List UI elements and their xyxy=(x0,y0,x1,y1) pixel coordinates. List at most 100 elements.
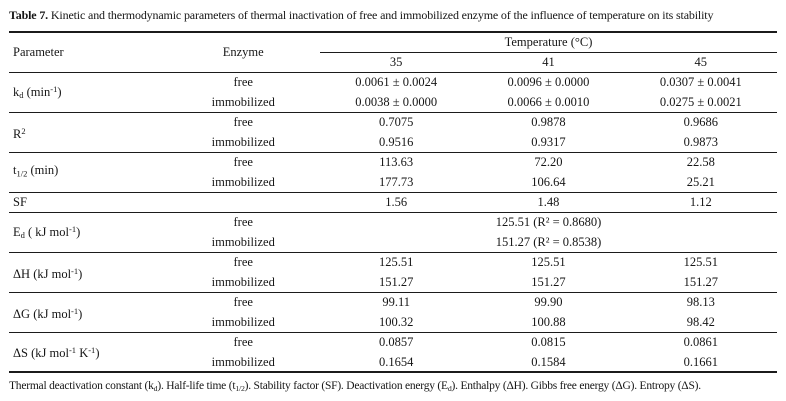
row-ed-immobilized: immobilized 151.27 (R² = 0.8538) xyxy=(9,232,777,252)
text-segment: Kinetic and thermodynamic parameters of … xyxy=(48,8,714,22)
value-cell: 0.9317 xyxy=(531,134,566,149)
value-cell: 100.32 xyxy=(378,314,414,329)
text-segment: Table 7. xyxy=(9,8,49,22)
col-header-temperature-group: Temperature (°C) xyxy=(320,32,777,53)
value-cell: 125.51 xyxy=(472,251,625,272)
row-dh-free: ΔH (kJ mol-1) free 125.51 125.51 125.51 xyxy=(9,251,777,292)
enzyme-cell: immobilized xyxy=(211,274,275,289)
value-cell: 0.0857 xyxy=(320,331,473,352)
value-cell: 0.9878 xyxy=(472,111,625,132)
parameter-ed: Ed ( kJ mol-1) xyxy=(9,211,167,252)
value-cell: 0.0061 ± 0.0024 xyxy=(320,71,473,92)
text-segment: d xyxy=(447,384,452,394)
enzyme-cell: free xyxy=(166,251,321,272)
header-row-1: Parameter Enzyme Temperature (°C) xyxy=(9,32,777,73)
row-dg-immobilized: immobilized 100.32 100.88 98.42 xyxy=(9,312,777,332)
value-cell: 0.0861 xyxy=(624,331,777,352)
text-segment: K xyxy=(76,346,89,361)
row-r2-free: R2 free 0.7075 0.9878 0.9686 xyxy=(9,111,777,152)
text-segment: -1 xyxy=(88,345,96,356)
text-segment: ΔG (kJ mol xyxy=(13,306,72,321)
value-cell: 0.7075 xyxy=(320,111,473,132)
value-cell: 151.27 xyxy=(683,274,718,289)
value-cell: 0.1584 xyxy=(531,354,566,369)
col-header-temp-35: 35 xyxy=(320,52,473,73)
enzyme-cell: immobilized xyxy=(211,354,275,369)
text-segment: ) xyxy=(76,224,81,239)
row-sf: SF 1.56 1.48 1.12 xyxy=(9,191,777,212)
text-segment: 1/2 xyxy=(235,384,245,394)
text-segment: ). Stability factor (SF). Deactivation e… xyxy=(244,380,448,392)
text-segment: d xyxy=(153,384,158,394)
col-header-temp-41: 41 xyxy=(472,52,625,73)
value-cell: 125.51 xyxy=(320,251,473,272)
value-cell: 25.21 xyxy=(686,174,715,189)
value-cell: 0.0275 ± 0.0021 xyxy=(659,94,742,109)
value-cell: 106.64 xyxy=(531,174,566,189)
enzyme-cell: immobilized xyxy=(211,314,275,329)
value-cell: 177.73 xyxy=(378,174,414,189)
text-segment: ) xyxy=(78,266,83,281)
enzyme-cell: free xyxy=(166,71,321,92)
text-segment: k xyxy=(13,84,20,99)
value-cell: 125.51 xyxy=(624,251,777,272)
parameter-r2: R2 xyxy=(9,111,167,152)
parameters-table: Parameter Enzyme Temperature (°C) 35 41 … xyxy=(9,31,777,373)
text-segment: -1 xyxy=(71,265,79,276)
row-ds-immobilized: immobilized 0.1654 0.1584 0.1661 xyxy=(9,352,777,372)
text-segment: ) xyxy=(78,306,83,321)
text-segment: R xyxy=(13,126,22,141)
header-row-2: 35 41 45 xyxy=(9,52,777,73)
text-segment: SF xyxy=(13,195,27,209)
col-header-parameter: Parameter xyxy=(9,32,167,73)
value-cell: 98.42 xyxy=(686,314,715,329)
enzyme-cell: immobilized xyxy=(211,94,275,109)
enzyme-cell xyxy=(166,191,321,212)
table-header: Parameter Enzyme Temperature (°C) 35 41 … xyxy=(9,32,777,73)
row-dg-free: ΔG (kJ mol-1) free 99.11 99.90 98.13 xyxy=(9,291,777,332)
value-cell: 0.9686 xyxy=(624,111,777,132)
text-segment: ΔH (kJ mol xyxy=(13,266,72,281)
text-segment: (min) xyxy=(27,163,59,178)
text-segment: -1 xyxy=(50,83,58,94)
value-cell: 99.11 xyxy=(320,291,473,312)
parameter-ds: ΔS (kJ mol-1 K-1) xyxy=(9,331,167,372)
value-cell: 72.20 xyxy=(472,151,625,172)
row-ds-free: ΔS (kJ mol-1 K-1) free 0.0857 0.0815 0.0… xyxy=(9,331,777,372)
text-segment: ( kJ mol xyxy=(24,224,69,239)
value-cell: 0.0815 xyxy=(472,331,625,352)
value-cell: 1.56 xyxy=(320,191,473,212)
row-r2-immobilized: immobilized 0.9516 0.9317 0.9873 xyxy=(9,132,777,152)
parameter-dg: ΔG (kJ mol-1) xyxy=(9,291,167,332)
value-cell: 151.27 xyxy=(531,274,566,289)
text-segment: 2 xyxy=(21,125,26,136)
row-kd-immobilized: immobilized 0.0038 ± 0.0000 0.0066 ± 0.0… xyxy=(9,92,777,112)
enzyme-cell: free xyxy=(166,331,321,352)
text-segment: -1 xyxy=(68,345,77,356)
row-halflife-immobilized: immobilized 177.73 106.64 25.21 xyxy=(9,172,777,192)
enzyme-cell: immobilized xyxy=(211,174,275,189)
value-cell: 98.13 xyxy=(624,291,777,312)
col-header-enzyme: Enzyme xyxy=(166,32,321,73)
value-cell: 0.0066 ± 0.0010 xyxy=(507,94,590,109)
text-segment: d xyxy=(19,90,24,101)
text-segment: -1 xyxy=(69,223,77,234)
enzyme-cell: free xyxy=(166,151,321,172)
value-cell: 0.9516 xyxy=(378,134,414,149)
row-halflife-free: t1/2 (min) free 113.63 72.20 22.58 xyxy=(9,151,777,192)
value-cell: 0.1661 xyxy=(683,354,718,369)
table-caption: Table 7. Kinetic and thermodynamic param… xyxy=(9,7,777,23)
row-ed-free: Ed ( kJ mol-1) free 125.51 (R² = 0.8680) xyxy=(9,211,777,252)
text-segment: (min xyxy=(23,84,51,99)
value-cell: 0.0307 ± 0.0041 xyxy=(624,71,777,92)
parameter-sf: SF xyxy=(9,191,167,212)
parameter-half-life: t1/2 (min) xyxy=(9,151,167,192)
text-segment: E xyxy=(13,224,21,239)
value-cell-merged: 125.51 (R² = 0.8680) xyxy=(320,211,777,232)
value-cell: 0.0038 ± 0.0000 xyxy=(355,94,438,109)
text-segment: Thermal deactivation constant (k xyxy=(9,380,154,392)
value-cell: 0.9873 xyxy=(683,134,718,149)
value-cell: 0.1654 xyxy=(378,354,414,369)
enzyme-cell: immobilized xyxy=(211,134,275,149)
parameter-dh: ΔH (kJ mol-1) xyxy=(9,251,167,292)
